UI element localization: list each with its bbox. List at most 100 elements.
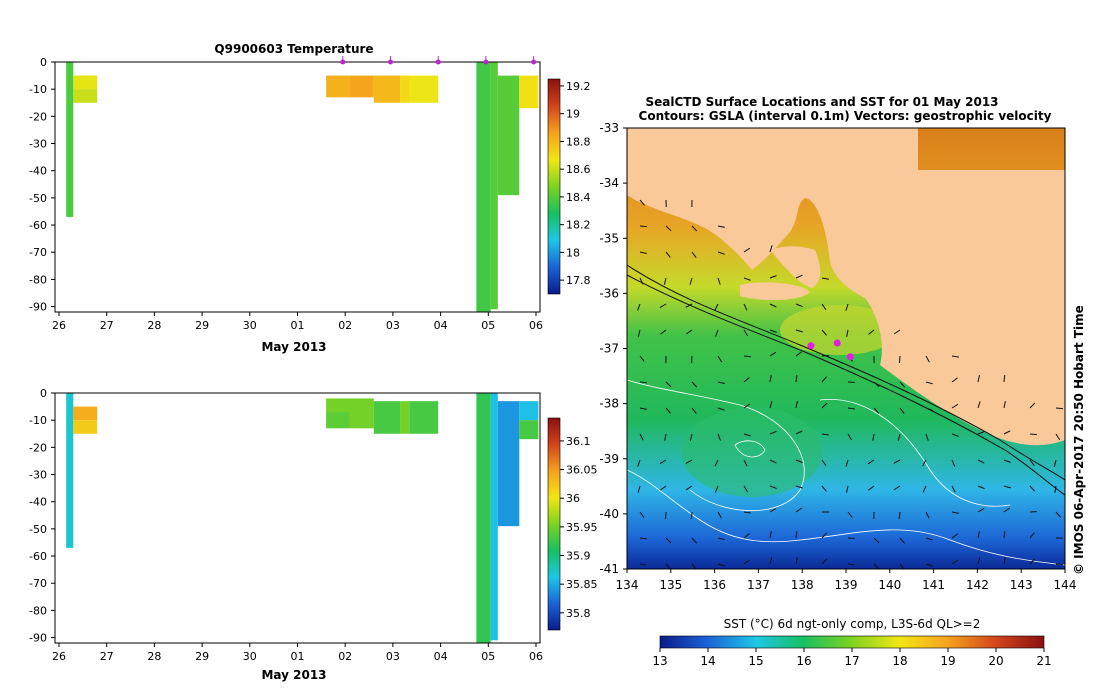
y-tick-label: -90: [29, 301, 47, 314]
y-tick-label: -90: [29, 632, 47, 645]
velocity-arrow: [795, 530, 798, 539]
data-cell: [326, 412, 350, 429]
velocity-arrow: [867, 459, 875, 465]
data-cell: [326, 75, 350, 98]
velocity-arrow: [821, 459, 827, 467]
salinity-colorbar-ticks: 36.1 36.05 36 35.95 35.9 35.85 35.8: [560, 435, 598, 620]
velocity-arrow: [717, 407, 725, 411]
velocity-arrow: [951, 559, 959, 565]
salinity-xlabel: May 2013: [261, 668, 326, 682]
seal-location-marker: [846, 353, 854, 361]
velocity-arrow: [898, 355, 901, 364]
x-tick-label: 29: [195, 650, 209, 663]
x-tick-label: 29: [195, 319, 209, 332]
map-x-tick-label: 137: [747, 578, 770, 592]
sst-map-image: [627, 128, 1065, 569]
map-y-tick-label: -40: [599, 507, 619, 521]
colorbar-tick-label: 35.9: [566, 550, 591, 563]
velocity-arrow: [925, 355, 930, 363]
x-tick-label: 27: [100, 319, 114, 332]
velocity-arrow: [714, 303, 719, 311]
data-cell: [73, 420, 98, 434]
velocity-arrow: [795, 459, 803, 463]
data-cell: [73, 89, 98, 103]
sst-colorbar-tick-label: 16: [796, 654, 811, 668]
velocity-arrow: [951, 403, 959, 409]
temperature-xlabel: May 2013: [261, 340, 326, 354]
data-cell: [409, 401, 439, 434]
velocity-arrow: [1029, 532, 1035, 539]
velocity-arrow: [660, 485, 667, 491]
sst-credit: © IMOS 06-Apr-2017 20:50 Hobart Time: [1072, 305, 1086, 575]
velocity-arrow: [873, 563, 880, 569]
velocity-arrow: [1003, 430, 1011, 435]
velocity-arrow: [1003, 530, 1006, 539]
velocity-arrow: [743, 485, 748, 493]
gsla-contour-2: [627, 469, 1065, 566]
data-cell: [66, 393, 74, 548]
map-x-tick-label: 142: [966, 578, 989, 592]
velocity-arrow: [691, 251, 697, 258]
velocity-arrow: [691, 537, 698, 544]
velocity-arrow: [717, 433, 721, 441]
velocity-arrow: [769, 351, 777, 357]
x-tick-label: 01: [291, 650, 305, 663]
velocity-arrow: [847, 407, 855, 410]
salinity-panel: 0 -10 -20 -30 -40 -50 -60 -70 -80 -90 26 27 28 29 30 0…: [29, 387, 597, 682]
velocity-arrow: [691, 407, 697, 414]
gsla-contour-1: [627, 379, 805, 512]
sst-colorbar-tick-label: 14: [700, 654, 715, 668]
sst-colorbar-label: SST (°C) 6d ngt-only comp, L3S-6d QL>=2: [724, 617, 981, 631]
velocity-arrow: [847, 433, 852, 441]
y-tick-label: -50: [29, 523, 47, 536]
velocity-arrow: [663, 277, 667, 285]
velocity-arrow: [821, 376, 827, 383]
temperature-colorbar-ticks: 19.2 19 18.8 18.6 18.4 18.2 18 17.8: [560, 80, 591, 287]
data-cell: [373, 401, 401, 434]
y-tick-label: -20: [29, 110, 47, 123]
velocity-arrow: [977, 508, 985, 513]
velocity-arrow: [769, 303, 777, 308]
map-x-tick-label: 138: [791, 578, 814, 592]
velocity-arrow: [977, 375, 980, 383]
velocity-arrow: [951, 377, 958, 383]
map-x-tick-label: 136: [703, 578, 726, 592]
data-cell: [349, 398, 374, 429]
velocity-arrow: [685, 485, 693, 491]
map-y-tick-label: -39: [599, 452, 619, 466]
velocity-arrow: [898, 511, 901, 520]
velocity-arrow: [637, 329, 641, 337]
velocity-arrow: [821, 402, 828, 409]
sst-map-subtitle: Contours: GSLA (interval 0.1m) Vectors: …: [639, 109, 1052, 123]
velocity-arrow: [951, 355, 959, 358]
profile-marker-dot: [435, 59, 441, 65]
velocity-arrow: [821, 303, 827, 311]
velocity-arrow: [639, 563, 647, 566]
x-tick-label: 28: [147, 650, 161, 663]
profile-marker-dot: [340, 59, 346, 65]
sst-colorbar-tick-label: 18: [892, 654, 907, 668]
data-cell: [349, 75, 374, 98]
velocity-arrow: [951, 533, 958, 539]
velocity-arrow: [659, 303, 667, 309]
x-tick-label: 26: [52, 650, 66, 663]
y-tick-label: -10: [29, 414, 47, 427]
velocity-arrow: [743, 277, 751, 281]
velocity-arrow: [743, 355, 752, 358]
velocity-arrow: [1029, 558, 1036, 565]
profile-marker-dot: [388, 59, 394, 65]
velocity-arrow: [893, 329, 901, 335]
gsla-contour-4: [819, 398, 1011, 507]
velocity-arrow: [795, 401, 798, 409]
velocity-arrow: [743, 533, 750, 539]
x-tick-label: 04: [434, 319, 448, 332]
map-x-tick-label: 144: [1054, 578, 1077, 592]
velocity-arrow: [795, 374, 798, 383]
colorbar-tick-label: 35.85: [566, 578, 598, 591]
velocity-arrow: [743, 329, 749, 337]
velocity-arrow: [821, 329, 827, 336]
velocity-arrow: [899, 381, 906, 388]
map-y-tick-label: -37: [599, 342, 619, 356]
temperature-colorbar: [547, 78, 561, 295]
